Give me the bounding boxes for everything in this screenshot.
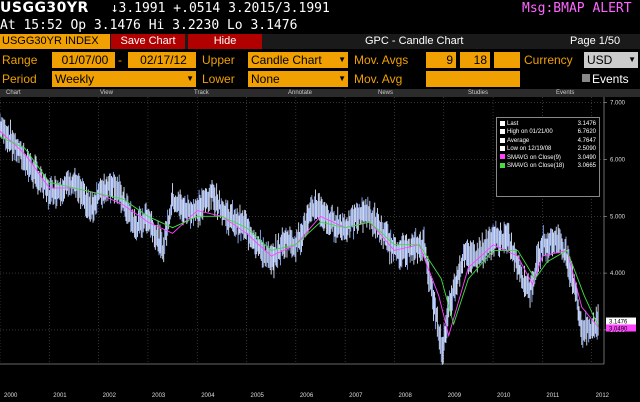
y-tick-label: 4.000 — [610, 271, 626, 277]
x-tick-label: 2000 — [4, 393, 18, 399]
period-dropdown[interactable]: Weekly — [52, 71, 196, 87]
legend-swatch — [500, 162, 505, 168]
moving-average-line — [0, 130, 599, 338]
page-indicator[interactable]: Page 1/50 — [570, 35, 621, 47]
legend-value: 3.0665 — [577, 162, 596, 169]
legend-row: High on 01/21/00 6.7620 — [500, 128, 596, 136]
x-tick-label: 2008 — [398, 393, 412, 399]
legend-row: Low on 12/19/08 2.5090 — [500, 145, 596, 153]
legend-value: 3.0490 — [577, 154, 596, 161]
legend-label: High on 01/21/00 — [507, 129, 553, 136]
legend-value: 2.5090 — [577, 146, 596, 153]
save-chart-button[interactable]: Save Chart — [111, 34, 185, 49]
legend-value: 4.7647 — [577, 137, 596, 144]
legend-value: 3.1476 — [577, 121, 596, 127]
events-label: Events — [592, 72, 629, 86]
sma-value-tag — [606, 324, 636, 332]
y-tick-label: 5.000 — [610, 214, 626, 220]
tb-track[interactable]: Track — [194, 90, 209, 96]
mov-avg-lower-field[interactable] — [426, 71, 520, 87]
y-tick-label: 6.000 — [610, 157, 626, 163]
legend-label: Average — [507, 137, 530, 144]
tb-annotate[interactable]: Annotate — [288, 90, 313, 96]
function-bar: USGG30YR INDEX Save Chart Hide GPC - Can… — [0, 34, 640, 49]
message-alert[interactable]: Msg:BMAP ALERT — [522, 1, 632, 16]
range-start-field[interactable]: 01/07/00 — [52, 52, 115, 68]
x-tick-label: 2002 — [103, 393, 117, 399]
legend-swatch — [500, 146, 505, 152]
lower-label: Lower — [202, 72, 235, 86]
legend-row: Last 3.1476 — [500, 120, 596, 128]
x-tick-label: 2003 — [152, 393, 166, 399]
currency-dropdown[interactable]: USD — [584, 52, 638, 68]
hide-button[interactable]: Hide — [188, 34, 262, 49]
x-tick-label: 2011 — [546, 393, 560, 399]
tb-chart[interactable]: Chart — [6, 90, 21, 96]
currency-label: Currency — [524, 53, 573, 67]
tb-events[interactable]: Events — [556, 90, 575, 96]
legend-swatch — [500, 154, 505, 160]
legend-row: Average 4.7647 — [500, 137, 596, 145]
x-tick-label: 2012 — [596, 393, 610, 399]
mov-avg-3-field[interactable] — [494, 52, 520, 68]
last-value-text: 3.1476 — [609, 320, 628, 326]
legend-label: Last — [507, 121, 519, 127]
time-line: At 15:52 Op 3.1476 Hi 3.2230 Lo 3.1476 — [0, 18, 298, 33]
sma-value-text: 3.0490 — [609, 327, 628, 333]
x-tick-label: 2004 — [201, 393, 215, 399]
legend-value: 6.7620 — [577, 129, 596, 136]
legend-label: SMAVG on Close(9) — [507, 154, 561, 161]
tb-studies[interactable]: Studies — [468, 90, 489, 96]
legend-label: SMAVG on Close(18) — [507, 162, 565, 169]
x-tick-label: 2007 — [349, 393, 363, 399]
range-label: Range — [2, 53, 38, 67]
mov-avg-label: Mov. Avg — [354, 72, 403, 86]
legend-swatch — [500, 129, 505, 135]
x-tick-label: 2001 — [53, 393, 67, 399]
legend-row: SMAVG on Close(18) 3.0665 — [500, 162, 596, 170]
x-tick-label: 2009 — [448, 393, 462, 399]
tb-news[interactable]: News — [378, 90, 394, 96]
x-tick-label: 2005 — [251, 393, 265, 399]
legend-swatch — [500, 137, 505, 143]
x-tick-label: 2006 — [300, 393, 314, 399]
mov-avg-1-field[interactable]: 9 — [426, 52, 456, 68]
upper-dropdown[interactable]: Candle Chart — [248, 52, 348, 68]
upper-label: Upper — [202, 53, 235, 67]
legend-row: SMAVG on Close(9) 3.0490 — [500, 154, 596, 162]
chart-title: GPC - Candle Chart — [365, 35, 464, 47]
x-tick-label: 2010 — [497, 393, 511, 399]
moving-average-line — [0, 136, 599, 327]
lower-dropdown[interactable]: None — [248, 71, 348, 87]
ticker-symbol: USGG30YR — [0, 0, 89, 16]
legend-label: Low on 12/19/08 — [507, 146, 552, 153]
last-value-tag — [606, 317, 636, 325]
quote-header: USGG30YR ↓3.1991 +.0514 3.2015/3.1991 — [0, 0, 640, 17]
tb-view[interactable]: View — [100, 90, 113, 96]
chart-toolbar: Chart View Track Annotate News Studies E… — [0, 89, 640, 97]
events-checkbox[interactable] — [582, 74, 590, 82]
period-label: Period — [2, 72, 37, 86]
mov-avgs-label: Mov. Avgs — [354, 53, 409, 67]
mov-avg-2-field[interactable]: 18 — [460, 52, 490, 68]
legend-swatch — [500, 120, 505, 126]
chart-legend: Last 3.1476 High on 01/21/00 6.7620 Average 4… — [496, 117, 600, 197]
range-end-field[interactable]: 02/17/12 — [128, 52, 196, 68]
range-separator: - — [118, 53, 122, 67]
index-name: USGG30YR INDEX — [0, 34, 110, 49]
price-line: ↓3.1991 +.0514 3.2015/3.1991 — [110, 1, 330, 16]
y-tick-label: 7.000 — [610, 101, 626, 107]
